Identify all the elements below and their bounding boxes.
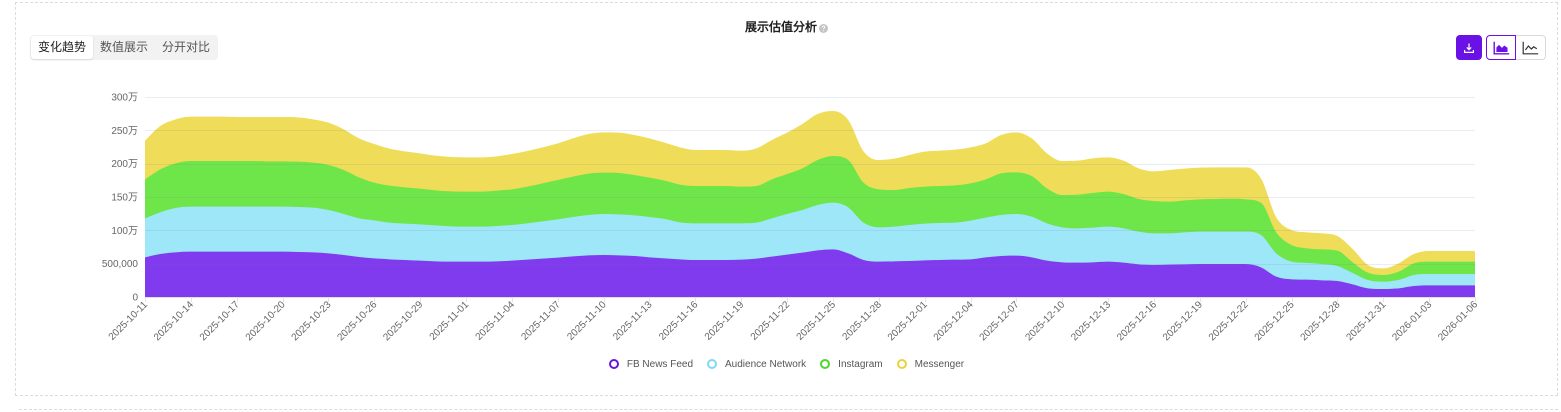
question-circle-icon[interactable]: [819, 24, 828, 33]
legend-ring-icon: [707, 359, 718, 369]
legend-label: Instagram: [838, 358, 883, 370]
legend-label: FB News Feed: [626, 358, 694, 370]
legend-item-instagram[interactable]: Instagram: [820, 358, 883, 370]
area-chart-icon: [1493, 41, 1509, 54]
legend-ring-icon: [896, 359, 907, 369]
legend-label: Audience Network: [725, 358, 807, 370]
legend-item-messenger[interactable]: Messenger: [896, 358, 965, 370]
view-mode-tabs: 变化趋势 数值展示 分开对比: [30, 35, 219, 60]
estimate-analysis-card: 展示估值分析 变化趋势 数值展示 分开对比 FB News Fe: [15, 2, 1558, 396]
chart-legend: FB News Feed Audience Network Instagram …: [16, 357, 1557, 371]
download-button[interactable]: [1456, 35, 1482, 60]
legend-label: Messenger: [914, 358, 965, 370]
legend-item-fb-news-feed[interactable]: FB News Feed: [608, 358, 694, 370]
tab-value-display[interactable]: 数值展示: [100, 40, 149, 54]
tab-trend[interactable]: 变化趋势: [31, 36, 94, 59]
area-chart-view-button[interactable]: [1486, 35, 1516, 60]
legend-ring-icon: [820, 359, 831, 369]
legend-ring-icon: [608, 359, 619, 369]
chart-plot-area[interactable]: [145, 111, 1475, 297]
download-icon: [1464, 43, 1474, 53]
line-chart-icon: [1522, 41, 1539, 54]
area-series-fb-news-feed: [145, 249, 1475, 297]
next-card-border: [19, 409, 1558, 412]
chart-title-row: 展示估值分析: [16, 19, 1557, 35]
legend-item-audience-network[interactable]: Audience Network: [707, 359, 806, 370]
chart-title: 展示估值分析: [744, 20, 817, 34]
line-chart-view-button[interactable]: [1516, 35, 1546, 60]
tab-split-compare[interactable]: 分开对比: [162, 40, 211, 54]
